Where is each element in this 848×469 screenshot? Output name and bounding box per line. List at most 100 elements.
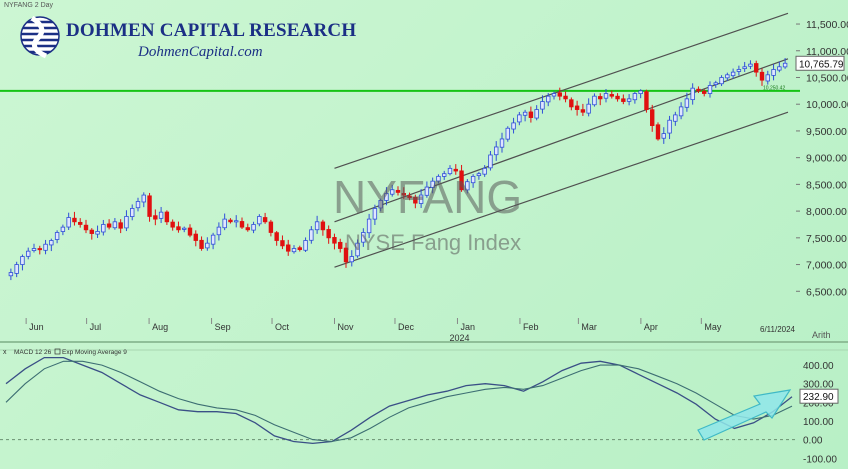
candle-down [118, 222, 123, 229]
brand-site: DohmenCapital.com [138, 44, 263, 60]
candle-down [332, 237, 337, 244]
candle-up [349, 256, 354, 263]
candle-up [26, 250, 31, 257]
candle-up [378, 200, 383, 209]
candle-down [609, 94, 614, 97]
candle-down [413, 197, 418, 204]
candle-up [101, 224, 106, 233]
candle-up [210, 234, 216, 245]
x-tick-label: Jan [460, 322, 475, 332]
candle-up [748, 63, 753, 67]
candle-down [147, 195, 152, 217]
candle-up [632, 93, 638, 101]
x-tick-label: Apr [644, 322, 658, 332]
macd-y-tick-label: 300.00 [803, 380, 834, 391]
macd-last-box [799, 388, 839, 404]
candle-up [690, 87, 695, 101]
signal-line [5, 360, 793, 443]
brand-name: DOHMEN CAPITAL RESEARCH [66, 20, 357, 41]
y-tick-label: 11,000.00 [806, 46, 848, 58]
x-tick-label: Mar [581, 322, 597, 332]
candle-up [430, 180, 435, 188]
candle-down [262, 217, 268, 223]
macd-label: MACD 12 26 [14, 349, 52, 356]
candle-down [187, 227, 193, 236]
macd-close-icon: x [3, 349, 7, 356]
candle-down [702, 90, 707, 94]
candle-up [684, 98, 690, 108]
candle-up [436, 175, 441, 182]
x-tick-label: Aug [152, 322, 168, 332]
y-tick-label: 11,500.00 [806, 19, 848, 31]
watermark-symbol: NYFANG [333, 171, 523, 223]
y-tick-label: 9,500.00 [806, 126, 847, 138]
candle-up [667, 119, 672, 134]
candle-up [205, 242, 210, 249]
candle-down [615, 95, 620, 100]
candle-up [742, 66, 747, 70]
candle-up [251, 224, 256, 231]
y-tick-label: 7,000.00 [806, 260, 847, 272]
candle-up [66, 217, 71, 228]
candle-down [297, 247, 302, 250]
last-price-box [795, 55, 845, 71]
candle-down [106, 223, 112, 228]
x-tick-label: Nov [338, 322, 355, 332]
candle-up [765, 74, 770, 82]
candle-up [309, 229, 314, 241]
candle-down [598, 96, 603, 100]
candle-down [563, 95, 568, 100]
candle-up [782, 62, 788, 68]
candle-up [713, 82, 718, 85]
candle-down [89, 229, 94, 234]
channel-upper-line [334, 12, 789, 169]
candle-up [719, 77, 724, 85]
candle-up [130, 208, 135, 217]
macd-y-tick-label: 0.00 [803, 436, 823, 447]
watermark-name: NYSE Fang Index [345, 230, 522, 255]
candle-up [638, 90, 643, 95]
candle-up [586, 103, 591, 114]
candle-down [343, 247, 349, 263]
candle-up [661, 133, 666, 139]
candle-up [707, 85, 713, 94]
candle-down [759, 71, 765, 81]
candle-down [245, 227, 250, 231]
candle-down [580, 109, 586, 113]
candle-down [696, 88, 701, 92]
candle-up [603, 93, 609, 99]
candle-up [390, 189, 395, 195]
candle-down [326, 229, 331, 239]
candle-up [626, 98, 632, 102]
candle-up [355, 242, 360, 257]
x-tick-label: Feb [523, 322, 539, 332]
candle-up [505, 127, 510, 140]
x-tick-label: May [704, 322, 722, 332]
candle-down [644, 91, 649, 110]
x-tick-label: Jun [29, 322, 44, 332]
macd-ema-label: Exp Moving Average 9 [62, 349, 127, 356]
candle-down [164, 211, 170, 223]
macd-up-arrow-icon [697, 389, 792, 441]
candle-up [522, 111, 528, 116]
candle-down [407, 195, 412, 199]
symbol-label: NYFANG 2 Day [4, 2, 54, 9]
candle-up [725, 74, 730, 79]
candle-up [470, 175, 476, 184]
candle-down [274, 232, 279, 241]
candle-up [592, 95, 597, 106]
candle-up [384, 193, 389, 201]
candle-up [49, 240, 54, 246]
candle-down [239, 221, 245, 228]
candle-down [228, 219, 233, 223]
candle-up [372, 208, 378, 220]
y-tick-label: 8,500.00 [806, 179, 847, 191]
candle-up [551, 93, 557, 97]
candle-down [569, 99, 574, 108]
candle-down [286, 244, 291, 252]
candle-up [234, 220, 239, 223]
channel-lower-line [334, 111, 789, 268]
candle-down [459, 170, 464, 191]
